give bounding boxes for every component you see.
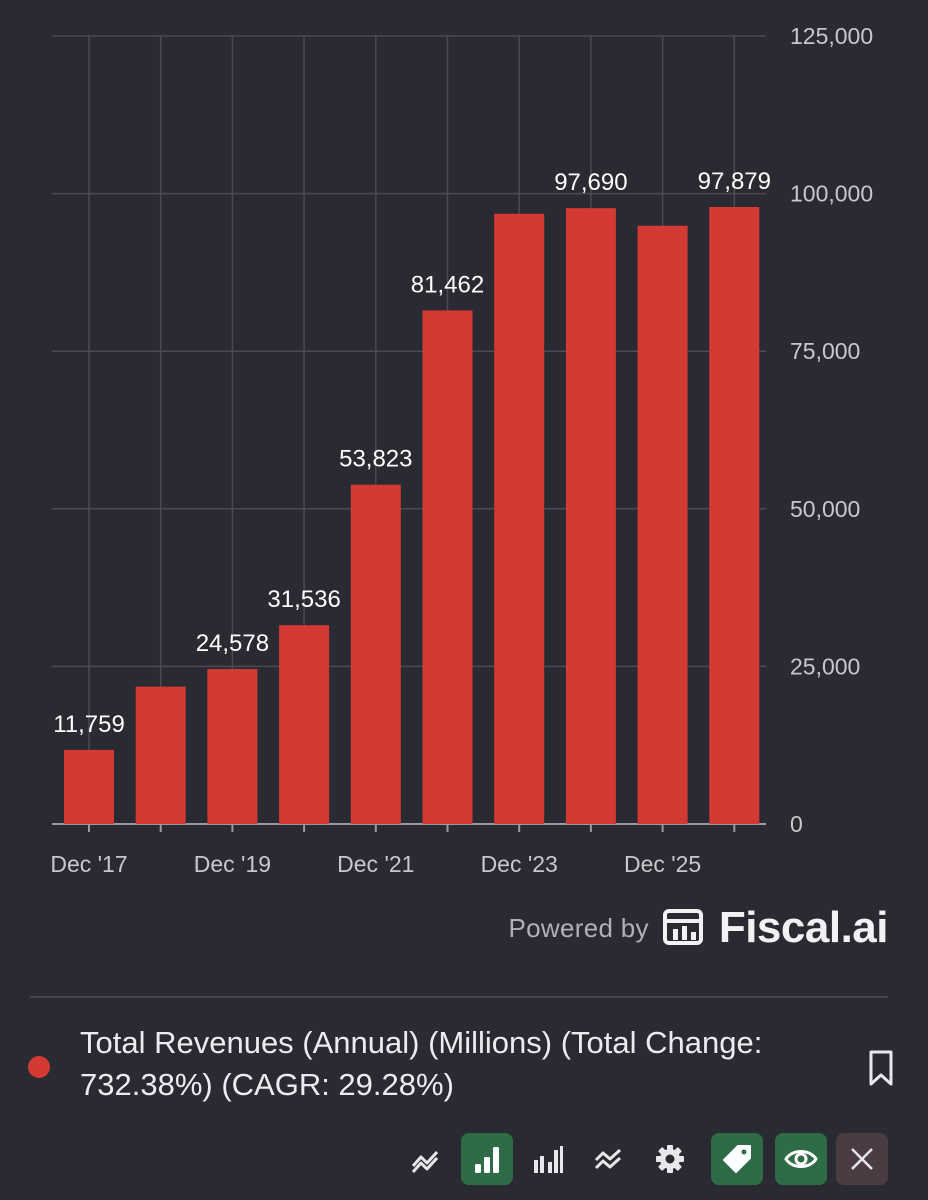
bar: [135, 686, 186, 824]
y-tick-label: 50,000: [790, 496, 860, 522]
y-tick-label: 75,000: [790, 338, 860, 364]
y-tick-label: 125,000: [790, 23, 873, 49]
legend-text: Total Revenues (Annual) (Millions) (Tota…: [80, 1025, 763, 1102]
bar: [279, 625, 330, 824]
tag-icon: [723, 1145, 751, 1173]
trend-button[interactable]: [583, 1133, 635, 1185]
bar: [350, 484, 401, 824]
x-tick-label: Dec '21: [337, 851, 414, 877]
chart-bars: [64, 206, 760, 825]
bar-data-label: 97,690: [554, 169, 627, 196]
line-chart-button[interactable]: [400, 1133, 452, 1185]
bar: [494, 213, 545, 824]
bar-data-label: 53,823: [339, 446, 412, 473]
brand-name: Fiscal.ai: [718, 903, 889, 952]
powered-by-branding[interactable]: Powered by Fiscal.ai: [508, 903, 889, 953]
bar: [709, 206, 760, 825]
legend-color-dot: [28, 1056, 50, 1078]
x-tick-label: Dec '25: [624, 851, 701, 877]
gear-icon: [656, 1145, 684, 1173]
bar: [64, 749, 114, 824]
divider: [30, 996, 888, 998]
bar: [422, 310, 473, 824]
bar-chart-button[interactable]: [461, 1133, 513, 1185]
chart-labels: 0 25,000 50,000 75,000 100,000 125,000 11,759 2…: [50, 23, 873, 877]
y-tick-label: 25,000: [790, 653, 860, 679]
trend-icon: [594, 1148, 622, 1170]
eye-icon: [784, 1150, 818, 1168]
tag-button[interactable]: [711, 1133, 763, 1185]
visibility-button[interactable]: [775, 1133, 827, 1185]
y-tick-label: 0: [790, 811, 803, 837]
x-tick-label: Dec '19: [194, 851, 271, 877]
bar-data-label: 11,759: [53, 711, 125, 738]
series-legend: Total Revenues (Annual) (Millions) (Tota…: [28, 1022, 898, 1106]
bar: [637, 225, 688, 825]
x-tick-label: Dec '23: [481, 851, 558, 877]
x-tick-label: Dec '17: [50, 851, 127, 877]
bar: [207, 669, 258, 824]
bar-data-label: 97,879: [698, 168, 771, 195]
chart-toolbar: [400, 1133, 890, 1187]
line-chart-icon: [411, 1150, 439, 1173]
bar-data-label: 24,578: [196, 630, 269, 657]
bar-chart-icon: [475, 1147, 499, 1173]
bar-data-label: 31,536: [267, 586, 340, 613]
powered-by-text: Powered by: [508, 912, 649, 943]
close-icon: [851, 1148, 873, 1170]
grouped-bar-button[interactable]: [522, 1133, 574, 1185]
close-button[interactable]: [836, 1133, 888, 1185]
bar: [565, 208, 616, 825]
bar-data-label: 81,462: [411, 271, 484, 298]
fiscal-logo-icon: [662, 909, 703, 945]
grouped-bar-icon: [534, 1146, 563, 1173]
y-tick-label: 100,000: [790, 181, 873, 207]
bookmark-icon[interactable]: [864, 1048, 898, 1088]
revenue-bar-chart: 0 25,000 50,000 75,000 100,000 125,000 11,759 2…: [50, 23, 873, 877]
settings-button[interactable]: [644, 1133, 696, 1185]
